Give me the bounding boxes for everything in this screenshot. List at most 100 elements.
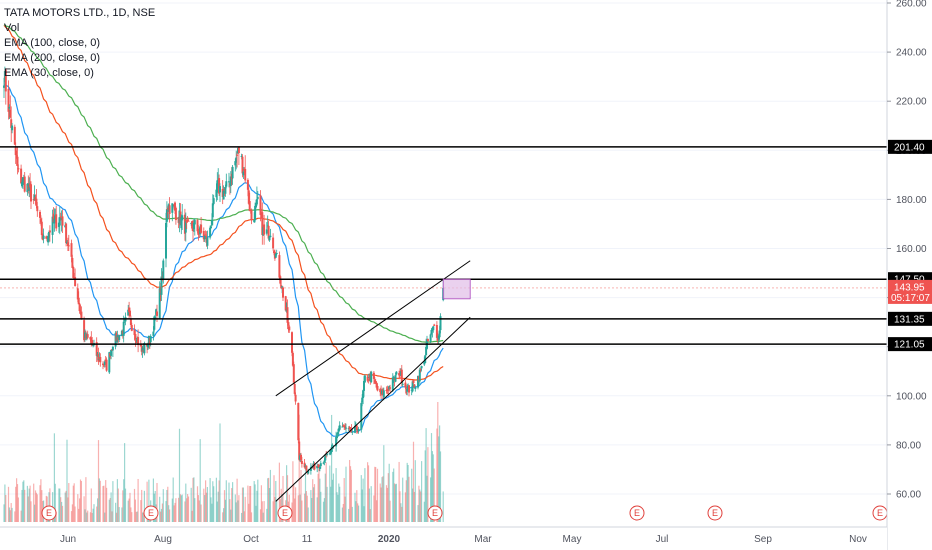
drawings[interactable] (0, 146, 887, 502)
volume-bar (370, 486, 372, 522)
level-tag (888, 337, 932, 352)
volume-bar (79, 498, 81, 522)
time-tick-label: Jun (60, 534, 76, 545)
volume-bar (332, 473, 334, 522)
volume-bar (381, 477, 383, 522)
legend-vol[interactable]: Vol (4, 22, 20, 34)
volume-bar (9, 510, 11, 522)
volume-bar (142, 512, 144, 522)
volume-bar (351, 506, 353, 522)
candle-body (265, 229, 268, 234)
candle-body (413, 384, 416, 388)
volume-bar (65, 490, 67, 522)
candle-body (250, 210, 253, 221)
volume-bar (222, 512, 224, 522)
price-tick-label: 80.00 (896, 440, 921, 451)
candle-body (372, 372, 375, 379)
time-axis[interactable]: Jun Aug Oct 11 2020 Mar May Jul Sep Nov (0, 526, 887, 550)
candle-body (180, 217, 183, 229)
volume-bar (244, 496, 246, 522)
volume-bar (5, 494, 7, 522)
legend-ema-30[interactable]: EMA (30, close, 0) (4, 67, 94, 79)
volume-bar (28, 488, 30, 522)
volume-bar (358, 505, 360, 522)
candle-body (165, 209, 168, 222)
volume-bar (304, 467, 307, 522)
candle-body (80, 311, 83, 319)
volume-bar (269, 469, 271, 522)
volume-bar (379, 483, 381, 522)
candle-body (39, 211, 41, 218)
legend-title[interactable]: TATA MOTORS LTD., 1D, NSE (4, 7, 156, 19)
volume-bar (394, 483, 396, 522)
price-tick-label: 240.00 (896, 48, 927, 59)
volume-bar (199, 439, 201, 522)
time-tick-label: 2020 (378, 534, 401, 545)
volume-bar (253, 481, 255, 522)
candle-body (30, 184, 32, 202)
volume-bar (29, 485, 31, 522)
earnings-marker[interactable]: E (41, 505, 57, 521)
volume-bar (160, 511, 162, 522)
candle-body (225, 181, 228, 187)
candle-body (414, 387, 417, 389)
ema-30-line (3, 83, 444, 437)
earnings-marker[interactable]: E (872, 505, 888, 521)
earnings-label: E (148, 508, 154, 518)
earnings-marker[interactable]: E (427, 505, 443, 521)
earnings-marker[interactable]: E (143, 505, 159, 521)
volume-bar (121, 507, 123, 522)
volume-bar (105, 480, 107, 522)
volume-bar (91, 512, 93, 522)
volume-bar (373, 495, 375, 522)
earnings-marker[interactable]: E (629, 505, 645, 521)
candle-body (52, 213, 55, 223)
earnings-marker[interactable]: E (707, 505, 723, 521)
candle-body (186, 220, 189, 222)
candle-body (332, 445, 335, 447)
legend-ema-200[interactable]: EMA (200, close, 0) (4, 52, 100, 64)
volume-bar (22, 481, 24, 522)
candle-body (160, 276, 163, 295)
volume-bar (313, 487, 315, 522)
volume-bar (236, 478, 238, 522)
candle-body (90, 337, 93, 342)
candle-body (335, 436, 338, 447)
volume-bar (7, 486, 10, 522)
volume-bar (97, 440, 100, 522)
volume-bar (54, 483, 56, 522)
candle-body (222, 190, 225, 200)
candle-body (210, 219, 213, 225)
candle-body (313, 463, 316, 470)
volume-bar (60, 497, 62, 522)
candle-body (323, 460, 326, 462)
volume-bar (306, 495, 308, 522)
legend-ema-100[interactable]: EMA (100, close, 0) (4, 37, 100, 49)
volume-bar (400, 503, 402, 522)
volume-bar (168, 505, 170, 522)
volume-bar (237, 500, 239, 522)
volume-bar (247, 485, 249, 522)
earnings-circle (277, 505, 293, 521)
volume-bar (360, 475, 362, 522)
candle-body (55, 214, 58, 229)
volume-bar (196, 486, 199, 522)
candle-body (254, 205, 257, 221)
volume-bar (297, 495, 299, 522)
price-tick-label: 260.00 (896, 0, 927, 10)
time-tick-label: Jul (656, 534, 669, 545)
candle-body (133, 329, 136, 336)
volume-bar (99, 480, 101, 522)
volume-bar (184, 501, 186, 522)
earnings-marker[interactable]: E (277, 505, 293, 521)
price-tick-label: 160.00 (896, 244, 927, 255)
candle-body (110, 349, 113, 356)
earnings-label: E (877, 508, 883, 518)
volume-bar (67, 497, 69, 522)
volume-bar (262, 512, 264, 522)
volume-bar (171, 498, 173, 522)
volume-bar (146, 481, 148, 522)
volume-bar (93, 504, 95, 522)
